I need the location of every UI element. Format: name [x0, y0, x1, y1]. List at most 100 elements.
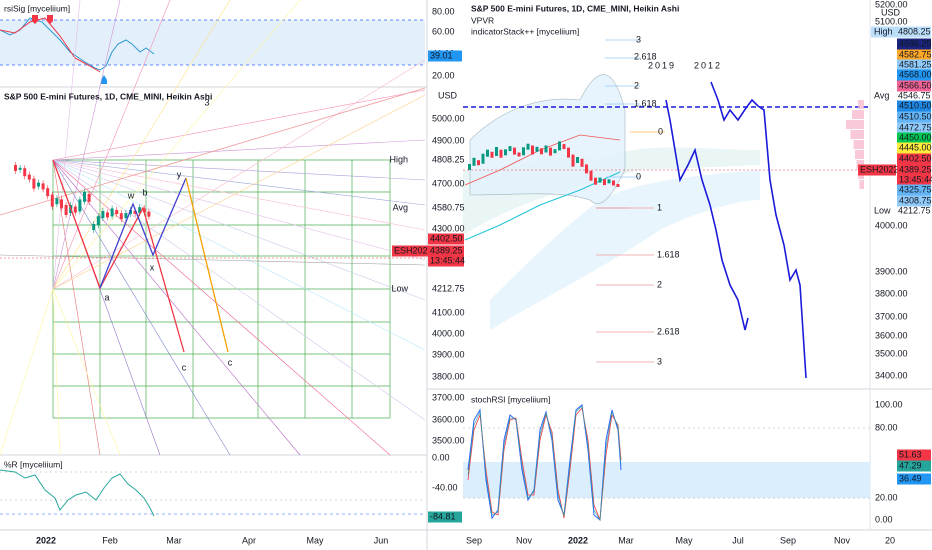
y-tick-label: 80.00: [432, 6, 455, 16]
volume-profile: [853, 140, 864, 149]
candle: [598, 177, 602, 183]
price-tag: 4581.25: [899, 59, 932, 69]
stoch-tag: 36.49: [899, 473, 922, 483]
level-value: 4808.25: [898, 26, 931, 36]
candle: [490, 151, 494, 158]
year-label: 2012: [694, 60, 722, 70]
x-tick-label: Nov: [516, 535, 533, 545]
y-tick-label: 20.00: [432, 70, 455, 80]
fib-label: 2.618: [634, 51, 657, 61]
y-tick-label: 4100.00: [432, 307, 465, 317]
fib-label: 1: [657, 202, 662, 212]
candle: [18, 167, 22, 170]
ma-line: [464, 171, 621, 241]
candle: [106, 212, 109, 218]
price-tag: 4445.00: [899, 142, 932, 152]
projection: [665, 99, 749, 331]
wave-orange: [185, 177, 229, 353]
candle: [73, 206, 77, 213]
y-tick-label: 3900.00: [875, 266, 908, 276]
candle: [92, 224, 96, 230]
volume-profile: [852, 110, 864, 119]
drawing-line: [52, 139, 426, 161]
last-value: 39.01: [430, 50, 453, 60]
price-tag: 4568.00: [899, 69, 932, 79]
drawings: [0, 0, 870, 456]
y-tick-label: 20.00: [875, 492, 898, 502]
y-tick-label: 0.00: [432, 452, 450, 462]
currency: USD: [438, 90, 458, 100]
drawing-line: [52, 159, 426, 421]
stoch-tag-bg: [897, 460, 931, 472]
x-tick-label: 20: [885, 535, 895, 545]
symbol-tag: ESH2022: [394, 245, 433, 255]
volume-profile: [859, 180, 864, 189]
indicator-name: VPVR: [471, 15, 494, 25]
price-tag: 4325.75: [899, 184, 932, 194]
price-tag-bg: [428, 233, 464, 245]
y-tick-label: 3600.00: [432, 414, 465, 424]
candle: [544, 145, 548, 153]
candle: [46, 188, 50, 197]
drawing-line: [52, 159, 301, 456]
candle: [607, 179, 611, 184]
level-label: Low: [391, 283, 408, 293]
candle: [526, 143, 530, 150]
y-tick-label: 3400.00: [875, 370, 908, 380]
countdown-tag-bg: [428, 255, 464, 267]
indicator-name: indicatorStack++ [myceliium]: [471, 26, 579, 36]
candle: [27, 174, 31, 180]
x-tick-label: Apr: [242, 535, 256, 545]
projection: [710, 81, 807, 379]
price-tag-bg: [897, 38, 931, 50]
rsi-band: [0, 20, 425, 65]
price-tag-bg: [897, 164, 931, 176]
x-tick-label: 2022: [568, 535, 588, 545]
y-tick-label: -40.00: [432, 482, 458, 492]
candle: [589, 170, 593, 181]
drawing-line: [52, 159, 231, 456]
price-tag: 4402.50: [899, 153, 932, 163]
candle: [23, 168, 27, 177]
volume-profile: [846, 120, 864, 129]
candle: [133, 210, 137, 214]
volume-profile: [858, 100, 864, 109]
price-tag: 4389.25: [899, 164, 932, 174]
symbol-tag: ESH2022: [860, 164, 899, 174]
y-tick-label: 3700.00: [432, 392, 465, 402]
price-tag-bg: [428, 245, 464, 257]
candle: [14, 165, 17, 171]
fib-label: 1.618: [657, 249, 680, 259]
x-tick-label: May: [675, 535, 693, 545]
level-label: Avg: [393, 202, 408, 212]
price-tag: 4510.50: [899, 100, 932, 110]
candle: [531, 145, 534, 155]
volume-profile: [855, 150, 864, 159]
price-tag: 4308.75: [899, 195, 932, 205]
drawing-line: [52, 0, 81, 290]
price-tag-bg: [897, 80, 931, 92]
stoch-band: [463, 462, 870, 498]
price-tag-bg: [897, 195, 931, 207]
candle: [508, 146, 512, 152]
price-tag-bg: [897, 142, 931, 154]
drawing-line: [52, 159, 426, 351]
candle: [50, 194, 54, 207]
wave-label: b: [142, 187, 147, 197]
candle: [481, 153, 485, 164]
stoch-d: [467, 407, 622, 521]
panel-title: S&P 500 E-mini Futures, 1D, CME_MINI, He…: [471, 3, 679, 13]
buy-marker: [101, 75, 107, 84]
y-tick-label: 4000.00: [432, 328, 465, 338]
drawing-line: [52, 159, 426, 301]
level-value: 4212.75: [898, 205, 931, 215]
fib-label: 0: [658, 126, 663, 136]
candle: [567, 147, 570, 158]
level-value: 4580.75: [432, 202, 465, 212]
candle: [138, 207, 142, 214]
stoch-tag: 51.63: [899, 449, 922, 459]
countdown-tag-bg: [897, 174, 931, 186]
candle: [64, 205, 68, 215]
stoch-tag-bg: [897, 449, 931, 461]
drawing-line: [52, 288, 61, 456]
